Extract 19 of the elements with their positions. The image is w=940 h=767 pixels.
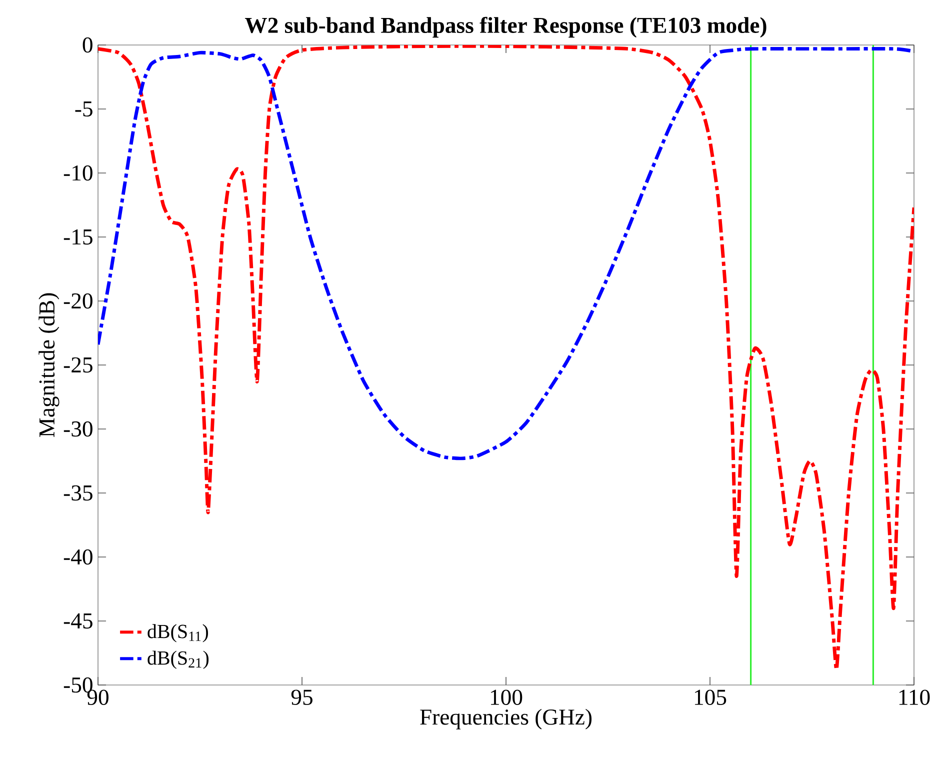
x-tick-label: 105 <box>694 690 726 705</box>
y-tick-label: -5 <box>75 101 92 117</box>
y-tick-label: -25 <box>64 357 92 373</box>
chart-title: W2 sub-band Bandpass filter Response (TE103 mode) <box>244 16 766 38</box>
x-tick-label: 95 <box>291 690 312 705</box>
x-tick-label: 100 <box>490 690 522 705</box>
legend-label: dB(S$_{21}$) <box>148 650 209 669</box>
y-tick-label: -45 <box>64 613 92 629</box>
x-tick-label: 110 <box>899 690 930 705</box>
y-axis-title: Magnitude (dB) <box>38 293 60 438</box>
y-tick-label: -40 <box>64 549 92 565</box>
y-tick-label: -10 <box>64 165 92 181</box>
y-tick-label: -35 <box>64 485 92 501</box>
y-tick-label: -30 <box>64 421 92 437</box>
legend-label: dB(S$_{11}$) <box>148 624 208 642</box>
y-tick-label: 0 <box>82 37 92 53</box>
y-tick-label: -20 <box>64 293 92 309</box>
y-tick-label: -15 <box>64 229 92 245</box>
x-axis-title: Frequencies (GHz) <box>420 708 592 730</box>
